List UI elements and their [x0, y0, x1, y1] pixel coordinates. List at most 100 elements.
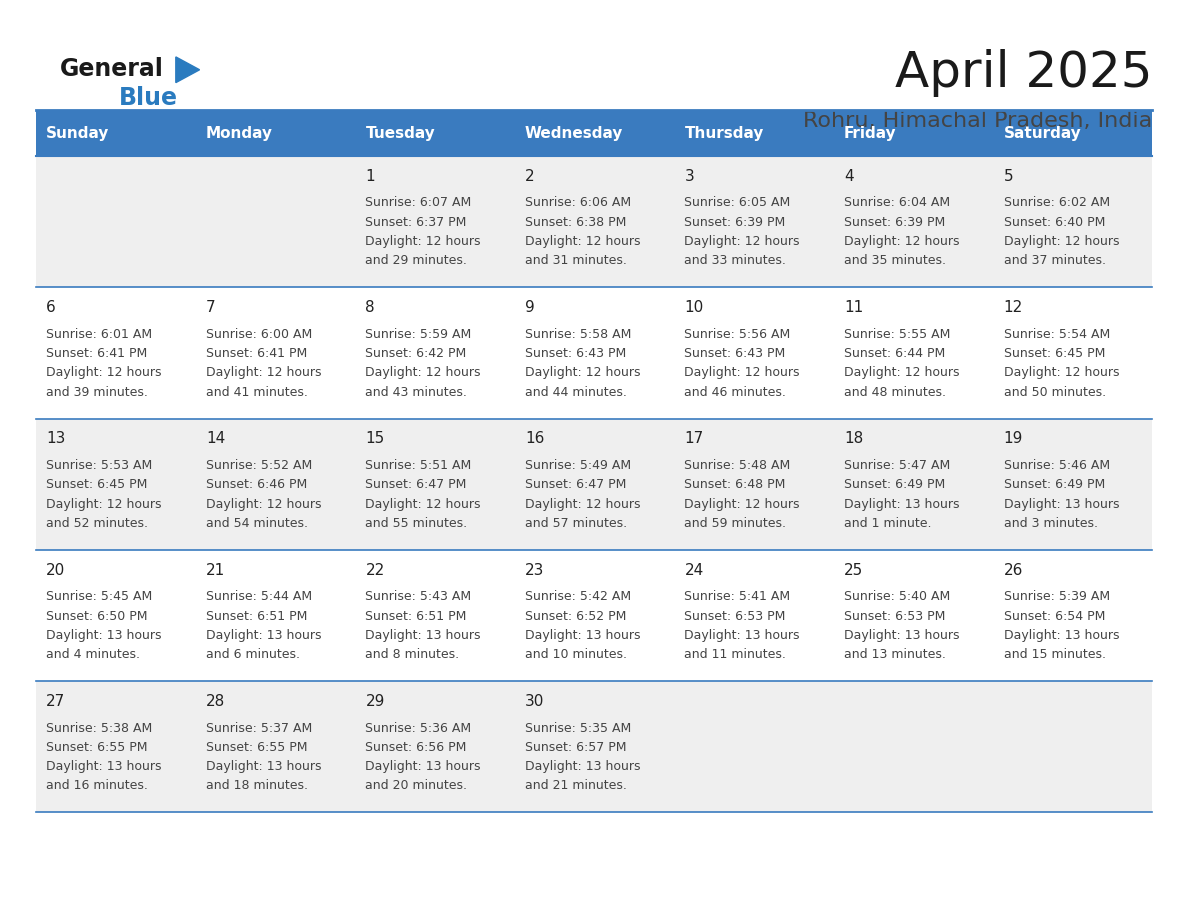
- Text: and 43 minutes.: and 43 minutes.: [366, 386, 467, 398]
- Text: Sunrise: 6:06 AM: Sunrise: 6:06 AM: [525, 196, 631, 209]
- Text: Friday: Friday: [843, 126, 897, 140]
- Text: Sunset: 6:49 PM: Sunset: 6:49 PM: [843, 478, 946, 491]
- Text: Sunset: 6:37 PM: Sunset: 6:37 PM: [366, 216, 467, 229]
- Text: and 20 minutes.: and 20 minutes.: [366, 779, 467, 792]
- Text: Sunset: 6:52 PM: Sunset: 6:52 PM: [525, 610, 626, 622]
- Text: Sunset: 6:45 PM: Sunset: 6:45 PM: [1004, 347, 1105, 360]
- Text: Daylight: 12 hours: Daylight: 12 hours: [843, 235, 960, 248]
- Text: Thursday: Thursday: [684, 126, 764, 140]
- Text: Sunset: 6:40 PM: Sunset: 6:40 PM: [1004, 216, 1105, 229]
- Text: 12: 12: [1004, 300, 1023, 315]
- Text: 27: 27: [46, 694, 65, 709]
- Text: Sunset: 6:51 PM: Sunset: 6:51 PM: [366, 610, 467, 622]
- Text: Sunrise: 5:38 AM: Sunrise: 5:38 AM: [46, 722, 152, 734]
- Text: and 59 minutes.: and 59 minutes.: [684, 517, 786, 530]
- Text: Tuesday: Tuesday: [366, 126, 435, 140]
- Text: Sunrise: 5:43 AM: Sunrise: 5:43 AM: [366, 590, 472, 603]
- Text: Daylight: 12 hours: Daylight: 12 hours: [206, 366, 322, 379]
- Text: and 33 minutes.: and 33 minutes.: [684, 254, 786, 267]
- Text: Sunset: 6:38 PM: Sunset: 6:38 PM: [525, 216, 626, 229]
- Text: 6: 6: [46, 300, 56, 315]
- Text: Sunset: 6:47 PM: Sunset: 6:47 PM: [366, 478, 467, 491]
- Text: Sunset: 6:42 PM: Sunset: 6:42 PM: [366, 347, 467, 360]
- Text: Sunset: 6:39 PM: Sunset: 6:39 PM: [843, 216, 946, 229]
- Text: Daylight: 12 hours: Daylight: 12 hours: [525, 366, 640, 379]
- Text: 18: 18: [843, 431, 864, 446]
- Text: Sunset: 6:47 PM: Sunset: 6:47 PM: [525, 478, 626, 491]
- Text: 3: 3: [684, 169, 694, 184]
- Text: Sunset: 6:43 PM: Sunset: 6:43 PM: [684, 347, 785, 360]
- Text: and 37 minutes.: and 37 minutes.: [1004, 254, 1106, 267]
- Text: and 57 minutes.: and 57 minutes.: [525, 517, 627, 530]
- Text: Sunset: 6:50 PM: Sunset: 6:50 PM: [46, 610, 147, 622]
- Text: Sunrise: 5:54 AM: Sunrise: 5:54 AM: [1004, 328, 1110, 341]
- Text: and 1 minute.: and 1 minute.: [843, 517, 931, 530]
- Text: and 54 minutes.: and 54 minutes.: [206, 517, 308, 530]
- Text: Daylight: 12 hours: Daylight: 12 hours: [684, 498, 800, 510]
- Text: Daylight: 12 hours: Daylight: 12 hours: [843, 366, 960, 379]
- Text: Blue: Blue: [119, 86, 178, 110]
- Text: Sunrise: 5:46 AM: Sunrise: 5:46 AM: [1004, 459, 1110, 472]
- Text: and 21 minutes.: and 21 minutes.: [525, 779, 627, 792]
- Text: Daylight: 12 hours: Daylight: 12 hours: [525, 235, 640, 248]
- Text: Sunrise: 5:35 AM: Sunrise: 5:35 AM: [525, 722, 631, 734]
- Text: and 11 minutes.: and 11 minutes.: [684, 648, 786, 661]
- Text: Rohru, Himachal Pradesh, India: Rohru, Himachal Pradesh, India: [803, 111, 1152, 131]
- Text: Daylight: 13 hours: Daylight: 13 hours: [366, 629, 481, 642]
- Text: Sunday: Sunday: [46, 126, 109, 140]
- Text: Daylight: 13 hours: Daylight: 13 hours: [46, 629, 162, 642]
- Text: 22: 22: [366, 563, 385, 577]
- Text: Daylight: 13 hours: Daylight: 13 hours: [1004, 629, 1119, 642]
- Text: April 2025: April 2025: [895, 50, 1152, 97]
- Text: 20: 20: [46, 563, 65, 577]
- Text: and 52 minutes.: and 52 minutes.: [46, 517, 148, 530]
- Text: 24: 24: [684, 563, 703, 577]
- FancyBboxPatch shape: [36, 287, 1152, 419]
- Text: 19: 19: [1004, 431, 1023, 446]
- Text: Sunrise: 5:40 AM: Sunrise: 5:40 AM: [843, 590, 950, 603]
- Text: Daylight: 13 hours: Daylight: 13 hours: [46, 760, 162, 773]
- FancyBboxPatch shape: [36, 681, 1152, 812]
- Text: Sunrise: 6:04 AM: Sunrise: 6:04 AM: [843, 196, 950, 209]
- Text: Sunset: 6:57 PM: Sunset: 6:57 PM: [525, 741, 626, 754]
- Text: Sunrise: 5:42 AM: Sunrise: 5:42 AM: [525, 590, 631, 603]
- Text: Sunset: 6:55 PM: Sunset: 6:55 PM: [46, 741, 147, 754]
- Text: 23: 23: [525, 563, 544, 577]
- Text: and 48 minutes.: and 48 minutes.: [843, 386, 946, 398]
- Text: Daylight: 12 hours: Daylight: 12 hours: [525, 498, 640, 510]
- Text: and 3 minutes.: and 3 minutes.: [1004, 517, 1098, 530]
- Text: Sunset: 6:55 PM: Sunset: 6:55 PM: [206, 741, 308, 754]
- Text: Sunset: 6:53 PM: Sunset: 6:53 PM: [684, 610, 785, 622]
- FancyBboxPatch shape: [36, 550, 1152, 681]
- Text: Sunrise: 5:39 AM: Sunrise: 5:39 AM: [1004, 590, 1110, 603]
- Text: 13: 13: [46, 431, 65, 446]
- Text: Sunrise: 5:41 AM: Sunrise: 5:41 AM: [684, 590, 790, 603]
- Text: Sunset: 6:41 PM: Sunset: 6:41 PM: [206, 347, 308, 360]
- Text: Daylight: 12 hours: Daylight: 12 hours: [46, 366, 162, 379]
- Text: Daylight: 13 hours: Daylight: 13 hours: [684, 629, 800, 642]
- Text: Sunrise: 5:56 AM: Sunrise: 5:56 AM: [684, 328, 791, 341]
- Text: and 31 minutes.: and 31 minutes.: [525, 254, 627, 267]
- Text: Sunrise: 6:07 AM: Sunrise: 6:07 AM: [366, 196, 472, 209]
- Text: and 39 minutes.: and 39 minutes.: [46, 386, 148, 398]
- Text: Sunrise: 5:58 AM: Sunrise: 5:58 AM: [525, 328, 631, 341]
- Text: Daylight: 13 hours: Daylight: 13 hours: [525, 760, 640, 773]
- Text: Sunset: 6:46 PM: Sunset: 6:46 PM: [206, 478, 308, 491]
- Text: Sunrise: 5:52 AM: Sunrise: 5:52 AM: [206, 459, 312, 472]
- Text: and 6 minutes.: and 6 minutes.: [206, 648, 299, 661]
- Text: Sunrise: 5:44 AM: Sunrise: 5:44 AM: [206, 590, 312, 603]
- Text: Daylight: 12 hours: Daylight: 12 hours: [206, 498, 322, 510]
- Text: Daylight: 12 hours: Daylight: 12 hours: [684, 235, 800, 248]
- Text: Daylight: 13 hours: Daylight: 13 hours: [206, 629, 322, 642]
- Text: and 44 minutes.: and 44 minutes.: [525, 386, 627, 398]
- Text: Daylight: 12 hours: Daylight: 12 hours: [366, 235, 481, 248]
- Text: Sunrise: 5:45 AM: Sunrise: 5:45 AM: [46, 590, 152, 603]
- Text: Sunrise: 5:55 AM: Sunrise: 5:55 AM: [843, 328, 950, 341]
- Text: Sunrise: 6:01 AM: Sunrise: 6:01 AM: [46, 328, 152, 341]
- FancyBboxPatch shape: [36, 419, 1152, 550]
- Text: 29: 29: [366, 694, 385, 709]
- FancyBboxPatch shape: [36, 110, 1152, 156]
- Text: and 29 minutes.: and 29 minutes.: [366, 254, 467, 267]
- Text: and 8 minutes.: and 8 minutes.: [366, 648, 460, 661]
- Text: Daylight: 13 hours: Daylight: 13 hours: [525, 629, 640, 642]
